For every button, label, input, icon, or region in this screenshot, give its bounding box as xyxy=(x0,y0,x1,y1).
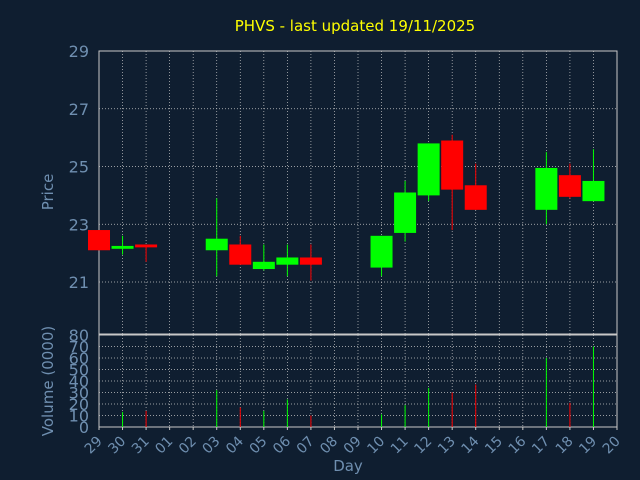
volume-tick-label: 60 xyxy=(69,349,89,368)
chart-title: PHVS - last updated 19/11/2025 xyxy=(235,17,475,35)
x-tick-label: 08 xyxy=(317,433,341,457)
x-tick-label: 05 xyxy=(247,433,271,457)
x-tick-label: 16 xyxy=(506,433,530,457)
volume-tick-label: 0 xyxy=(79,418,89,437)
x-tick-label: 09 xyxy=(341,433,365,457)
x-tick-label: 31 xyxy=(129,433,153,457)
volume-tick-label: 50 xyxy=(69,361,89,380)
volume-tick-label: 70 xyxy=(69,338,89,357)
x-tick-label: 18 xyxy=(553,433,577,457)
candle-body xyxy=(582,180,605,202)
candle-body xyxy=(135,244,158,248)
price-tick-label: 21 xyxy=(69,273,89,292)
candle-body xyxy=(441,140,464,190)
candle-body xyxy=(394,192,417,233)
price-axis-label: Price xyxy=(39,174,57,211)
candle-body xyxy=(229,244,252,265)
candle-body xyxy=(205,238,228,251)
volume-tick-label: 80 xyxy=(69,326,89,345)
x-tick-label: 06 xyxy=(270,433,294,457)
x-tick-label: 01 xyxy=(152,433,176,457)
volume-tick-label: 40 xyxy=(69,372,89,391)
price-plot-frame xyxy=(98,50,618,335)
x-tick-label: 17 xyxy=(529,433,553,457)
x-tick-label: 30 xyxy=(105,433,129,457)
price-tick-label: 23 xyxy=(69,215,89,234)
x-tick-label: 04 xyxy=(223,433,247,457)
x-tick-label: 02 xyxy=(176,433,200,457)
x-tick-label: 20 xyxy=(600,433,624,457)
volume-tick-label: 20 xyxy=(69,395,89,414)
x-axis-ticks: 29 30 31 01 02 03 04 05 06 07 08 09 10 11 12 13 14 15 16 17… xyxy=(82,427,624,457)
x-tick-label: 03 xyxy=(200,433,224,457)
price-tick-label: 27 xyxy=(69,100,89,119)
candle-body xyxy=(464,185,487,210)
x-tick-label: 10 xyxy=(364,433,388,457)
price-tick-label: 29 xyxy=(69,42,89,61)
x-tick-label: 12 xyxy=(411,433,435,457)
price-panel: 21 23 25 27 29 xyxy=(69,42,618,335)
x-tick-label: 13 xyxy=(435,433,459,457)
x-tick-label: 19 xyxy=(576,433,600,457)
candle-body xyxy=(252,261,275,270)
candle-body xyxy=(417,143,440,196)
candle-body xyxy=(535,167,558,210)
candle-body xyxy=(558,175,581,197)
x-tick-label: 07 xyxy=(294,433,318,457)
candle-body xyxy=(276,257,299,265)
x-tick-label: 11 xyxy=(388,433,412,457)
candle-body xyxy=(299,257,322,265)
candle-body xyxy=(111,245,134,249)
price-tick-label: 25 xyxy=(69,158,89,177)
x-tick-label: 14 xyxy=(459,433,483,457)
candle-body xyxy=(370,235,393,268)
volume-tick-label: 10 xyxy=(69,407,89,426)
x-axis-label: Day xyxy=(333,457,363,475)
x-tick-label: 15 xyxy=(482,433,506,457)
x-tick-label: 29 xyxy=(82,433,106,457)
volume-axis-label: Volume (0000) xyxy=(39,326,57,436)
candle-body xyxy=(88,230,110,251)
volume-tick-label: 30 xyxy=(69,384,89,403)
